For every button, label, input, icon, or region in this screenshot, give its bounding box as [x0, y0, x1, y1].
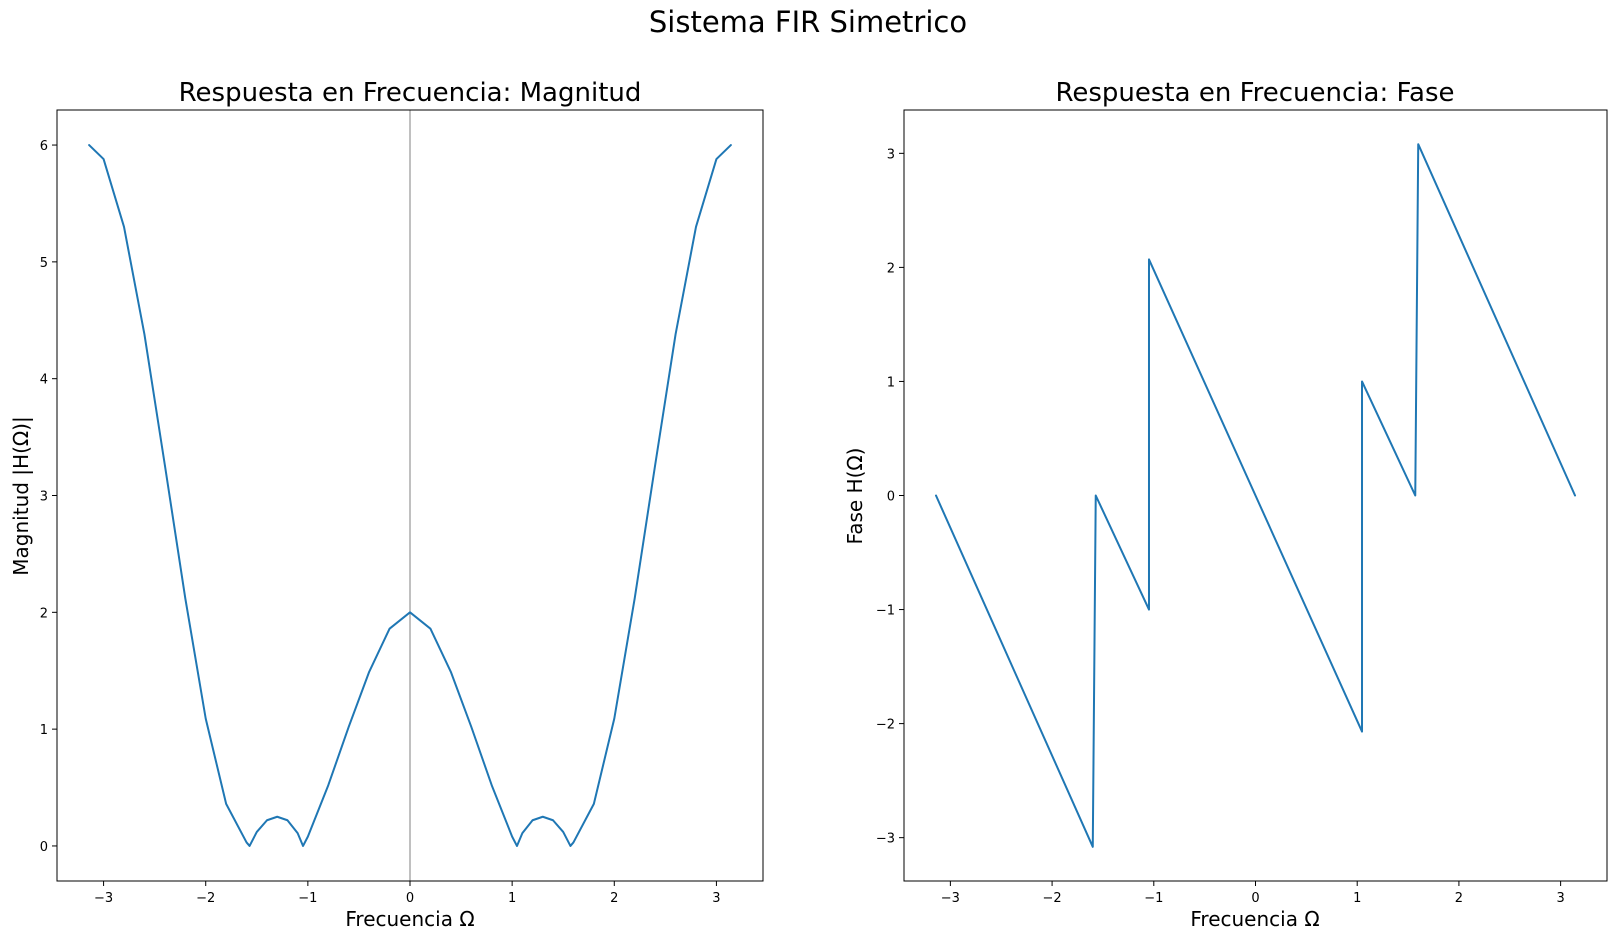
phase-y-tick-label: −3: [876, 832, 895, 847]
phase-series-line: [934, 143, 1577, 848]
phase-x-tick-label: 3: [1556, 891, 1564, 906]
phase-x-tick-label: −1: [1144, 891, 1163, 906]
magnitude-y-tick-label: 0: [40, 840, 48, 855]
magnitude-x-axis-label: Frecuencia Ω: [345, 907, 474, 931]
phase-axes-frame: [903, 109, 1608, 882]
magnitude-x-tick-label: −3: [94, 891, 113, 906]
magnitude-series-line: [88, 144, 732, 847]
magnitude-ticks: −3 −2 −1 0 1 2 3 0 1 2 3 4 5 6: [40, 139, 721, 906]
magnitude-axes-frame: [56, 109, 764, 882]
phase-y-tick-label: 0: [887, 490, 895, 505]
phase-x-tick-label: −3: [941, 891, 960, 906]
phase-chart-title: Respuesta en Frecuencia: Fase: [1055, 78, 1454, 108]
phase-x-tick-label: 2: [1455, 891, 1463, 906]
magnitude-x-tick-label: −2: [196, 891, 215, 906]
figure-suptitle: Sistema FIR Simetrico: [649, 5, 967, 39]
phase-y-tick-label: 2: [887, 261, 895, 276]
phase-y-tick-label: −2: [876, 718, 895, 733]
magnitude-chart-title: Respuesta en Frecuencia: Magnitud: [179, 78, 642, 108]
phase-y-tick-label: −1: [876, 604, 895, 619]
phase-y-axis-label: Fase H(Ω): [843, 448, 867, 545]
phase-y-tick-label: 3: [887, 147, 895, 162]
phase-plot-area: [934, 143, 1577, 848]
magnitude-plot-area: [88, 110, 732, 881]
magnitude-y-tick-label: 4: [40, 373, 48, 388]
magnitude-y-tick-label: 1: [40, 723, 48, 738]
magnitude-y-tick-label: 3: [40, 490, 48, 505]
phase-x-axis-label: Frecuencia Ω: [1190, 907, 1319, 931]
magnitude-y-tick-label: 5: [40, 256, 48, 271]
phase-x-tick-label: 1: [1353, 891, 1361, 906]
magnitude-x-tick-label: −1: [298, 891, 317, 906]
phase-x-tick-label: −2: [1042, 891, 1061, 906]
magnitude-y-tick-label: 6: [40, 139, 48, 154]
magnitude-y-tick-label: 2: [40, 606, 48, 621]
magnitude-y-axis-label: Magnitud |H(Ω)|: [9, 416, 33, 575]
magnitude-x-tick-label: 1: [508, 891, 516, 906]
magnitude-x-tick-label: 3: [712, 891, 720, 906]
magnitude-x-tick-label: 0: [406, 891, 414, 906]
magnitude-x-tick-label: 2: [610, 891, 618, 906]
phase-ticks: −3 −2 −1 0 1 2 3 −3 −2 −1 0 1 2 3: [876, 147, 1565, 906]
phase-x-tick-label: 0: [1251, 891, 1259, 906]
magnitude-chart: Respuesta en Frecuencia: Magnitud Frecue…: [9, 78, 764, 931]
phase-chart: Respuesta en Frecuencia: Fase Frecuencia…: [843, 78, 1608, 931]
phase-y-tick-label: 1: [887, 375, 895, 390]
